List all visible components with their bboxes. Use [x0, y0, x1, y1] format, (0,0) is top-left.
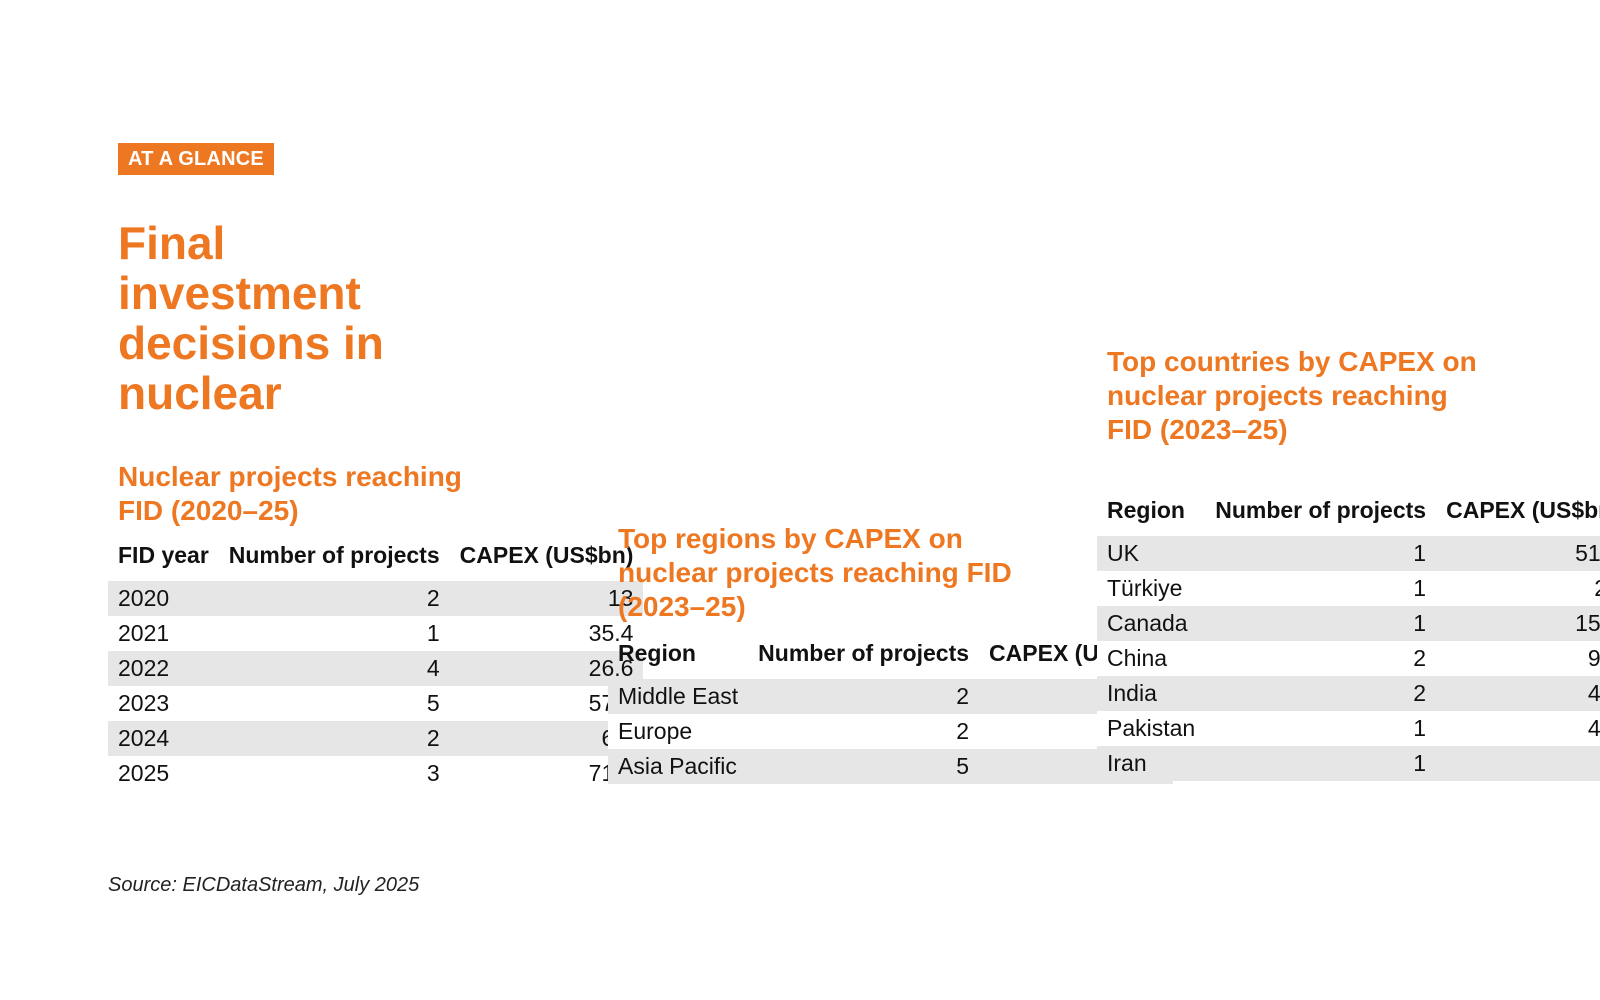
table-cell: 3 [218, 756, 450, 791]
column-header: CAPEX (US$bn) [1446, 497, 1600, 523]
column-header: Region [1107, 497, 1185, 523]
table-row: Iran12 [1097, 746, 1600, 781]
table-cell: 51.2 [1436, 536, 1600, 571]
table-cell: 9.8 [1436, 641, 1600, 676]
table-header-row: Region Number of projects CAPEX (US$bn) [1097, 495, 1600, 536]
table-row: 2020 2 13 [108, 581, 644, 616]
table-row: Türkiye124 [1097, 571, 1600, 606]
table-cell: Europe [608, 714, 749, 749]
table-cell: 2025 [108, 756, 219, 791]
table-cell: 2 [1436, 746, 1600, 781]
table-row: 202426.7 [108, 721, 644, 756]
table-cell: 1 [1205, 606, 1437, 641]
table-cell: 15.1 [1436, 606, 1600, 641]
table-cell: UK [1097, 536, 1206, 571]
table-cell: 13 [449, 581, 644, 616]
table-cell: Pakistan [1097, 711, 1206, 746]
column-header: Number of projects [1215, 497, 1427, 523]
at-a-glance-badge: AT A GLANCE [118, 143, 274, 175]
table-cell: 35.4 [449, 616, 644, 651]
table-title-fid-by-year: Nuclear projects reaching FID (2020–25) [118, 461, 462, 526]
table-row: 2021 1 35.4 [108, 616, 644, 651]
table-row: Asia Pacific519.5 [608, 749, 1173, 784]
table-cell: 1 [218, 616, 450, 651]
table-cell: 2 [218, 581, 450, 616]
table-cell: 1 [1205, 536, 1437, 571]
table-cell: 4.9 [1436, 676, 1600, 711]
table-cell: 2021 [108, 616, 219, 651]
table-cell: 1 [1205, 746, 1437, 781]
table-header-row: FID year Number of projects CAPEX (US$bn) [108, 540, 643, 581]
table-top-countries: Region Number of projects CAPEX (US$bn) UK… [1097, 495, 1600, 781]
column-header: Number of projects [758, 640, 970, 666]
table-cell: Asia Pacific [608, 749, 749, 784]
column-header: CAPEX (US$bn) [459, 542, 634, 568]
column-header: Region [618, 640, 696, 666]
table-cell: 2 [748, 714, 980, 749]
table-cell: 4 [218, 651, 450, 686]
table-row: Middle East226.4 [608, 679, 1173, 714]
table-cell: Türkiye [1097, 571, 1206, 606]
table-row: 2022 4 26.6 [108, 651, 644, 686]
table-cell: 2024 [108, 721, 219, 756]
table-cell: 24 [1436, 571, 1600, 606]
table-row: 2023557.6 [108, 686, 644, 721]
table-top-regions: Region Number of projects CAPEX (US$bn) Mi… [608, 638, 1173, 784]
table-cell: 2 [748, 679, 980, 714]
table-cell: 1 [1205, 711, 1437, 746]
table-cell: 2 [1205, 676, 1437, 711]
table-cell: 2020 [108, 581, 219, 616]
table-row: 2025371.9 [108, 756, 644, 791]
table-cell: 2023 [108, 686, 219, 721]
table-cell: China [1097, 641, 1206, 676]
table-title-top-countries: Top countries by CAPEX on nuclear projec… [1107, 346, 1477, 445]
page-title: Final investment decisions in nuclear [118, 217, 384, 419]
table-cell: 4.8 [1436, 711, 1600, 746]
table-cell: 5 [748, 749, 980, 784]
table-cell: 2 [218, 721, 450, 756]
table-cell: 1 [1205, 571, 1437, 606]
table-cell: Iran [1097, 746, 1206, 781]
source-note: Source: EICDataStream, July 2025 [108, 874, 420, 896]
table-cell: India [1097, 676, 1206, 711]
table-cell: Canada [1097, 606, 1206, 641]
table-fid-by-year: FID year Number of projects CAPEX (US$bn) … [108, 540, 644, 791]
column-header: Number of projects [228, 542, 440, 568]
table-cell: 2022 [108, 651, 219, 686]
table-title-top-regions: Top regions by CAPEX on nuclear projects… [618, 523, 1012, 622]
table-cell: Middle East [608, 679, 749, 714]
column-header: FID year [118, 542, 209, 568]
table-row: Europe275.2 [608, 714, 1173, 749]
table-cell: 5 [218, 686, 450, 721]
table-cell: 2 [1205, 641, 1437, 676]
